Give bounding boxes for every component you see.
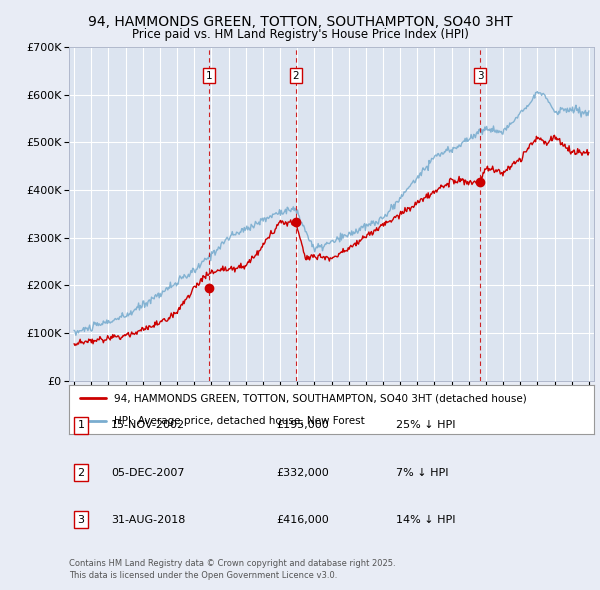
Text: 94, HAMMONDS GREEN, TOTTON, SOUTHAMPTON, SO40 3HT (detached house): 94, HAMMONDS GREEN, TOTTON, SOUTHAMPTON,… — [113, 394, 526, 404]
Text: 1: 1 — [206, 71, 212, 81]
Text: £416,000: £416,000 — [276, 515, 329, 525]
Text: 3: 3 — [77, 515, 85, 525]
Text: 2: 2 — [293, 71, 299, 81]
Text: 25% ↓ HPI: 25% ↓ HPI — [396, 421, 455, 430]
Text: 05-DEC-2007: 05-DEC-2007 — [111, 468, 185, 477]
Text: 1: 1 — [77, 421, 85, 430]
Text: HPI: Average price, detached house, New Forest: HPI: Average price, detached house, New … — [113, 415, 364, 425]
Text: 3: 3 — [477, 71, 484, 81]
Text: 14% ↓ HPI: 14% ↓ HPI — [396, 515, 455, 525]
Text: £195,000: £195,000 — [276, 421, 329, 430]
Text: Contains HM Land Registry data © Crown copyright and database right 2025.
This d: Contains HM Land Registry data © Crown c… — [69, 559, 395, 580]
Text: 15-NOV-2002: 15-NOV-2002 — [111, 421, 185, 430]
Text: Price paid vs. HM Land Registry's House Price Index (HPI): Price paid vs. HM Land Registry's House … — [131, 28, 469, 41]
Text: 7% ↓ HPI: 7% ↓ HPI — [396, 468, 449, 477]
Text: 31-AUG-2018: 31-AUG-2018 — [111, 515, 185, 525]
Text: 94, HAMMONDS GREEN, TOTTON, SOUTHAMPTON, SO40 3HT: 94, HAMMONDS GREEN, TOTTON, SOUTHAMPTON,… — [88, 15, 512, 29]
Text: £332,000: £332,000 — [276, 468, 329, 477]
Text: 2: 2 — [77, 468, 85, 477]
